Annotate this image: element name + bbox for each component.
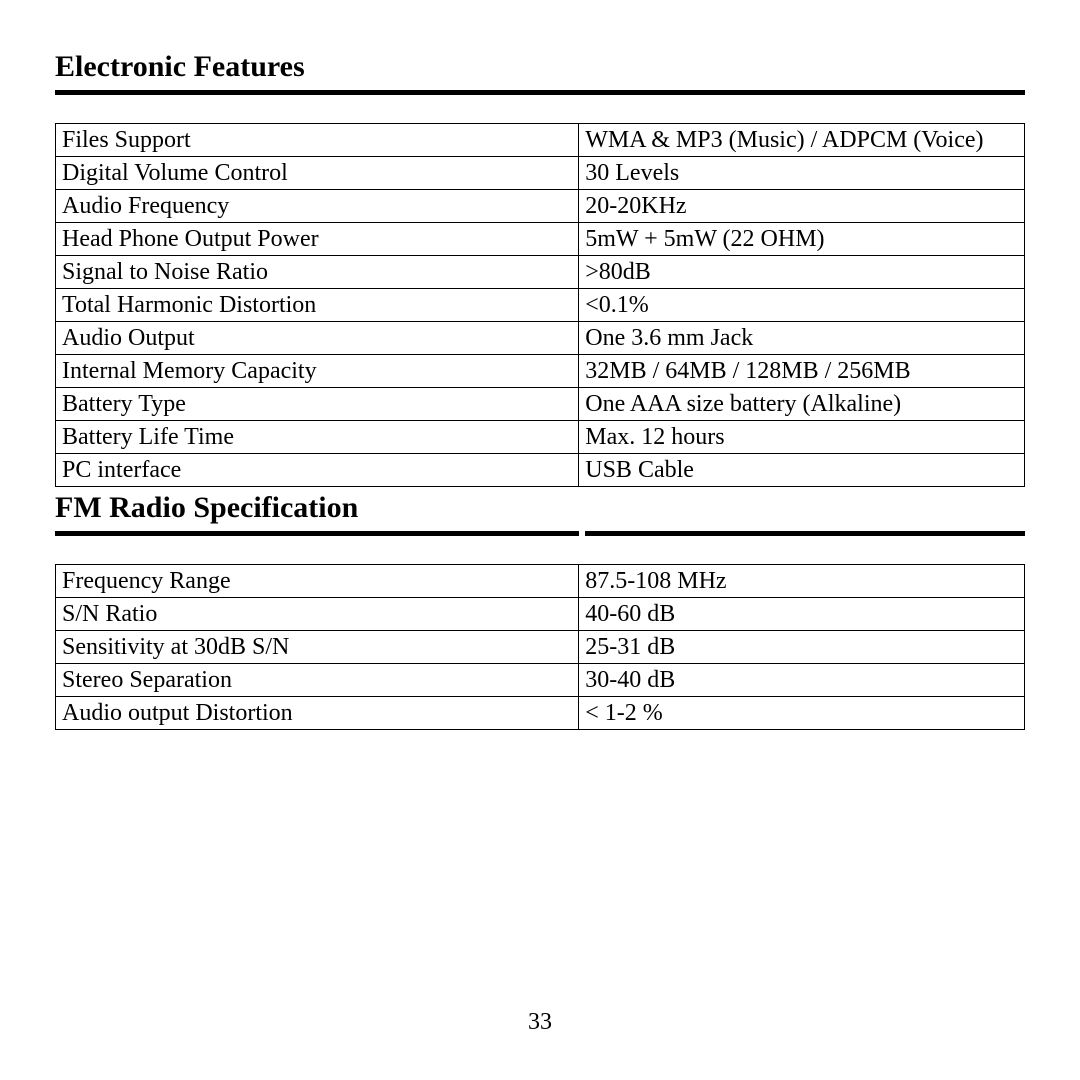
spec-label: Frequency Range	[56, 565, 579, 598]
spec-label: Battery Life Time	[56, 421, 579, 454]
table-row: Audio OutputOne 3.6 mm Jack	[56, 322, 1025, 355]
spec-value: <0.1%	[579, 289, 1025, 322]
table-row: Signal to Noise Ratio>80dB	[56, 256, 1025, 289]
section-heading-fm-radio: FM Radio Specification	[55, 491, 1025, 525]
spec-value: 20-20KHz	[579, 190, 1025, 223]
spec-label: Total Harmonic Distortion	[56, 289, 579, 322]
spec-value: < 1-2 %	[579, 697, 1025, 730]
spec-value: WMA & MP3 (Music) / ADPCM (Voice)	[579, 124, 1025, 157]
heading-rule	[55, 90, 1025, 95]
spec-label: Stereo Separation	[56, 664, 579, 697]
spec-label: Internal Memory Capacity	[56, 355, 579, 388]
heading-rule	[55, 531, 1025, 536]
spec-label: Digital Volume Control	[56, 157, 579, 190]
table-row: Files SupportWMA & MP3 (Music) / ADPCM (…	[56, 124, 1025, 157]
table-row: Battery Life TimeMax. 12 hours	[56, 421, 1025, 454]
spec-value: 25-31 dB	[579, 631, 1025, 664]
table-row: PC interfaceUSB Cable	[56, 454, 1025, 487]
spec-value: USB Cable	[579, 454, 1025, 487]
spec-value: 30-40 dB	[579, 664, 1025, 697]
spec-label: Sensitivity at 30dB S/N	[56, 631, 579, 664]
table-row: Head Phone Output Power5mW + 5mW (22 OHM…	[56, 223, 1025, 256]
spec-label: Battery Type	[56, 388, 579, 421]
table-row: Total Harmonic Distortion<0.1%	[56, 289, 1025, 322]
spec-value: 40-60 dB	[579, 598, 1025, 631]
table-row: Audio output Distortion< 1-2 %	[56, 697, 1025, 730]
spec-label: S/N Ratio	[56, 598, 579, 631]
spec-value: >80dB	[579, 256, 1025, 289]
table-row: Sensitivity at 30dB S/N25-31 dB	[56, 631, 1025, 664]
spec-label: Signal to Noise Ratio	[56, 256, 579, 289]
section-heading-electronic-features: Electronic Features	[55, 50, 1025, 84]
table-row: Frequency Range87.5-108 MHz	[56, 565, 1025, 598]
fm-radio-table: Frequency Range87.5-108 MHz S/N Ratio40-…	[55, 564, 1025, 730]
electronic-features-table: Files SupportWMA & MP3 (Music) / ADPCM (…	[55, 123, 1025, 487]
table-row: S/N Ratio40-60 dB	[56, 598, 1025, 631]
page-number: 33	[0, 1009, 1080, 1036]
spec-value: 30 Levels	[579, 157, 1025, 190]
spec-label: Head Phone Output Power	[56, 223, 579, 256]
spec-value: One 3.6 mm Jack	[579, 322, 1025, 355]
spec-label: Audio output Distortion	[56, 697, 579, 730]
spec-value: One AAA size battery (Alkaline)	[579, 388, 1025, 421]
table-row: Audio Frequency20-20KHz	[56, 190, 1025, 223]
table-row: Stereo Separation30-40 dB	[56, 664, 1025, 697]
spec-label: Audio Frequency	[56, 190, 579, 223]
spec-value: 5mW + 5mW (22 OHM)	[579, 223, 1025, 256]
spec-value: 87.5-108 MHz	[579, 565, 1025, 598]
spec-label: Files Support	[56, 124, 579, 157]
spec-value: 32MB / 64MB / 128MB / 256MB	[579, 355, 1025, 388]
spec-value: Max. 12 hours	[579, 421, 1025, 454]
table-row: Digital Volume Control30 Levels	[56, 157, 1025, 190]
table-row: Internal Memory Capacity32MB / 64MB / 12…	[56, 355, 1025, 388]
spec-label: Audio Output	[56, 322, 579, 355]
table-row: Battery TypeOne AAA size battery (Alkali…	[56, 388, 1025, 421]
spec-label: PC interface	[56, 454, 579, 487]
